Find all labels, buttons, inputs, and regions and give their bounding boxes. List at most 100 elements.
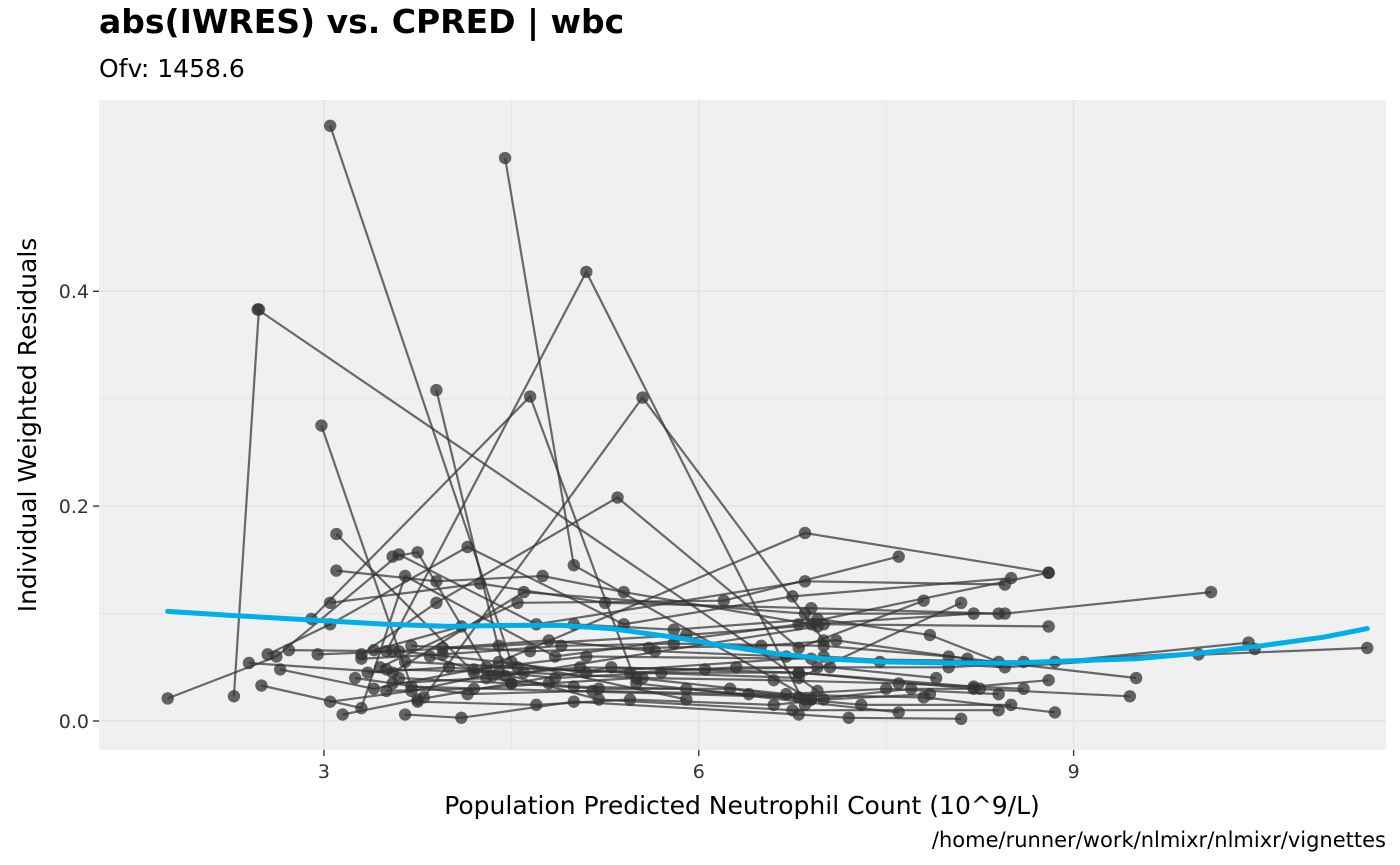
- data-point: [252, 303, 266, 316]
- series-line: [267, 545, 1012, 656]
- data-point: [498, 151, 512, 165]
- data-point: [798, 526, 812, 540]
- data-point: [636, 391, 649, 404]
- data-point: [598, 596, 612, 610]
- data-point: [536, 569, 549, 583]
- data-point: [1042, 673, 1055, 687]
- data-point: [423, 650, 437, 663]
- data-point: [904, 682, 918, 695]
- data-point: [786, 590, 799, 603]
- y-tick-label: 0.4: [59, 281, 89, 303]
- data-point: [411, 546, 424, 559]
- series-line: [417, 693, 930, 707]
- data-point: [823, 661, 837, 674]
- data-point: [923, 628, 937, 642]
- data-point: [973, 682, 987, 695]
- data-point: [805, 601, 818, 615]
- data-point: [792, 618, 805, 631]
- data-point: [1361, 641, 1374, 655]
- data-point: [461, 687, 474, 701]
- data-point: [430, 383, 443, 397]
- data-point: [386, 550, 399, 563]
- data-point: [348, 671, 362, 685]
- data-point: [480, 661, 493, 674]
- data-point: [917, 594, 930, 607]
- data-point: [623, 693, 637, 706]
- smooth-trend-line: [165, 608, 1370, 666]
- data-point: [1042, 620, 1055, 633]
- data-point: [523, 644, 537, 658]
- data-point: [282, 643, 296, 657]
- data-point: [767, 673, 780, 687]
- data-point: [573, 661, 587, 674]
- data-point: [542, 677, 556, 690]
- data-point: [1004, 571, 1018, 585]
- data-point: [355, 701, 368, 715]
- smooth-layer: [165, 608, 1370, 666]
- data-point: [398, 655, 412, 669]
- data-point: [992, 607, 1005, 620]
- data-point: [892, 550, 905, 563]
- data-point: [511, 596, 524, 610]
- data-point: [842, 711, 855, 724]
- x-tick-label: 9: [1068, 761, 1080, 783]
- data-point: [954, 712, 968, 726]
- y-tick-label: 0.0: [59, 711, 89, 733]
- data-point: [361, 666, 374, 679]
- data-point: [367, 643, 381, 657]
- points-layer: [161, 119, 1374, 726]
- data-point: [811, 612, 824, 626]
- data-point: [730, 661, 743, 674]
- data-point: [505, 677, 518, 690]
- data-point: [811, 684, 824, 698]
- data-point: [879, 682, 893, 695]
- data-point: [792, 641, 805, 655]
- data-point: [855, 698, 868, 712]
- data-point: [530, 698, 543, 712]
- data-point: [929, 671, 943, 685]
- data-point: [811, 661, 824, 674]
- data-point: [580, 265, 593, 279]
- data-point: [548, 650, 562, 663]
- data-point: [1129, 671, 1143, 685]
- data-point: [567, 559, 581, 572]
- data-point: [367, 682, 381, 695]
- data-point: [411, 695, 424, 708]
- data-point: [261, 648, 274, 661]
- x-tick-label: 3: [318, 761, 330, 783]
- series-line: [261, 571, 1049, 710]
- data-point: [567, 695, 581, 708]
- data-point: [605, 661, 618, 674]
- data-point: [698, 663, 712, 676]
- data-point: [161, 692, 174, 705]
- series-line: [405, 700, 962, 720]
- data-point: [442, 661, 456, 674]
- data-point: [586, 684, 599, 698]
- y-tick-label: 0.2: [59, 496, 89, 518]
- data-point: [805, 693, 818, 706]
- series-line: [379, 555, 899, 669]
- data-point: [723, 682, 737, 695]
- chart-subtitle: Ofv: 1458.6: [99, 54, 245, 83]
- data-point: [580, 650, 593, 663]
- data-point: [517, 585, 531, 599]
- data-point: [323, 695, 337, 708]
- data-point: [611, 491, 624, 504]
- data-point: [992, 687, 1005, 701]
- data-point: [892, 677, 905, 690]
- data-point: [330, 564, 343, 577]
- data-point: [830, 634, 843, 647]
- data-point: [473, 577, 487, 590]
- data-point: [1048, 706, 1062, 719]
- data-point: [1042, 566, 1055, 579]
- data-point: [680, 682, 693, 695]
- data-point: [992, 704, 1005, 717]
- series-line: [232, 309, 260, 697]
- data-point: [792, 708, 805, 721]
- series-line: [257, 308, 819, 692]
- data-point: [567, 680, 581, 693]
- data-point: [398, 708, 412, 721]
- data-point: [1204, 585, 1218, 599]
- data-point: [323, 596, 337, 610]
- data-point: [523, 390, 537, 403]
